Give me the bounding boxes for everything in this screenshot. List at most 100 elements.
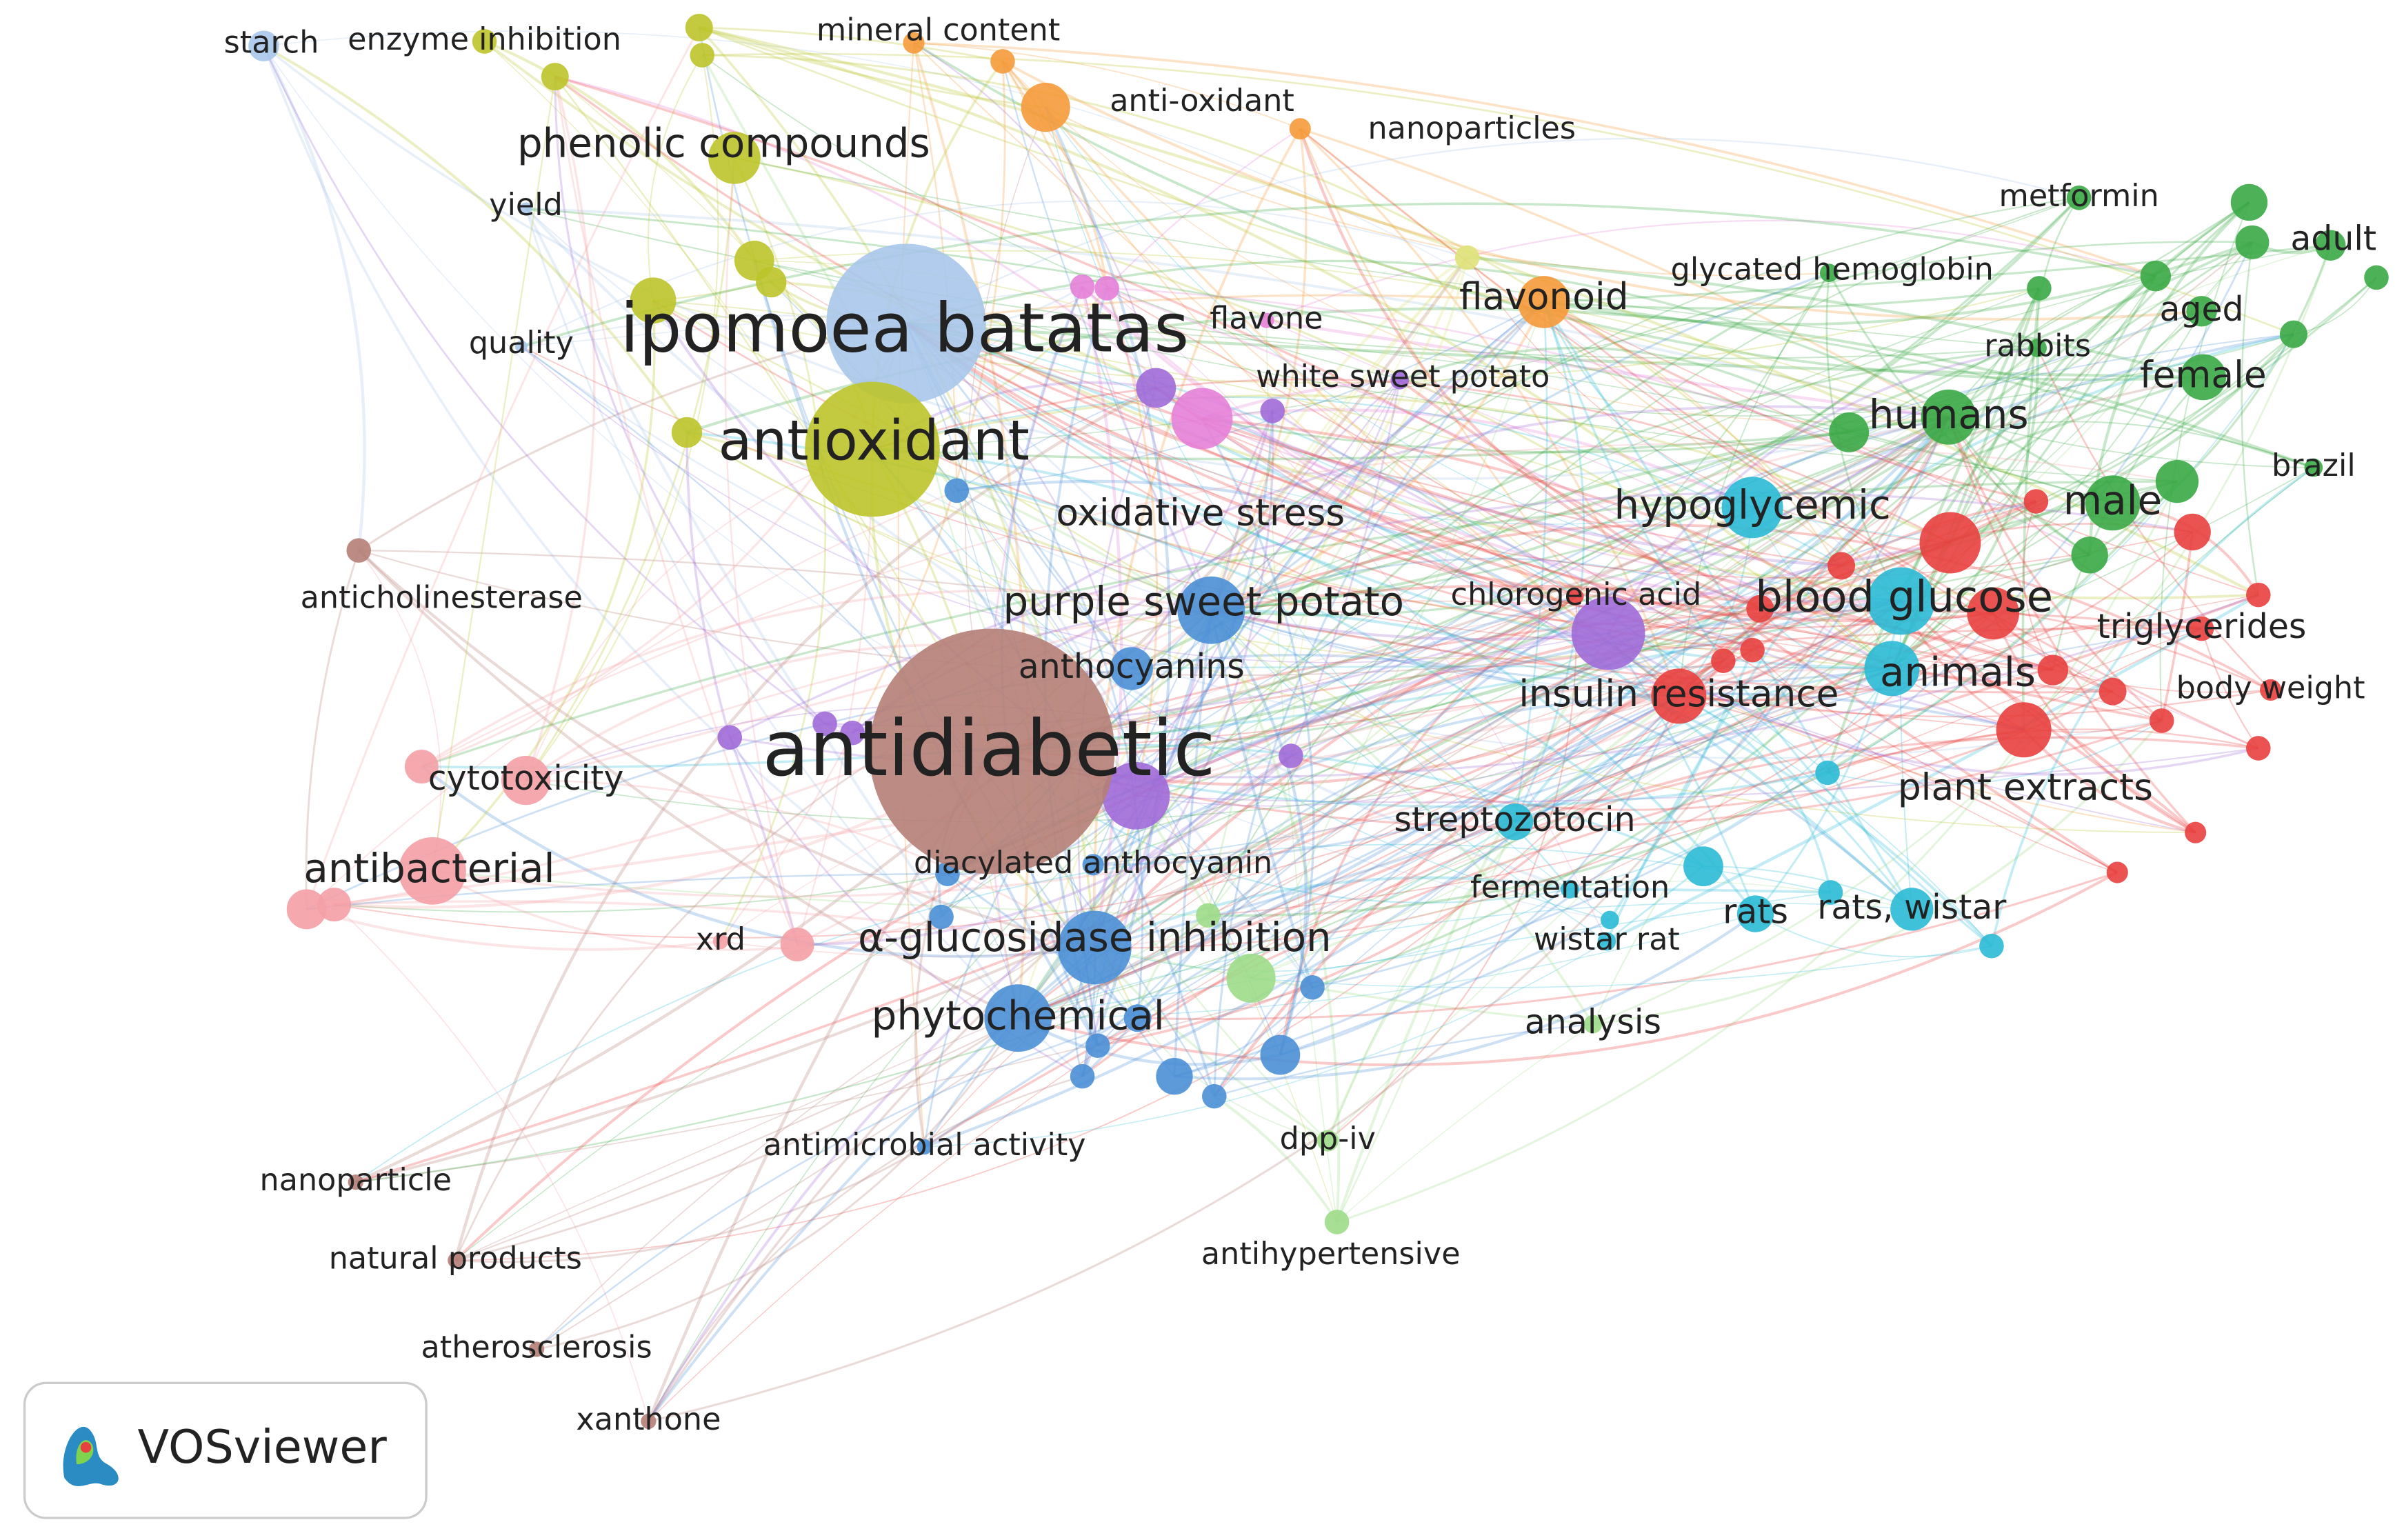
- edge: [1096, 500, 2036, 1047]
- edge: [1213, 301, 1545, 1097]
- node-dot: [2174, 513, 2211, 551]
- edge: [554, 75, 1203, 420]
- edge: [992, 197, 2080, 752]
- edge: [992, 416, 1950, 753]
- node-dot: [1202, 1083, 1227, 1109]
- edge: [1570, 888, 1831, 894]
- edge: [1608, 649, 1754, 921]
- edge: [357, 549, 1095, 949]
- node-dot: [1601, 910, 1619, 930]
- node-label: yield: [489, 188, 563, 223]
- edge: [1094, 946, 1594, 1026]
- edge: [1210, 609, 1341, 1223]
- edge: [1679, 695, 1992, 947]
- node-circle: [1864, 641, 1920, 697]
- node-label: rats: [1723, 892, 1788, 932]
- edge: [851, 405, 1949, 734]
- edge: [525, 609, 1212, 781]
- node-label: wistar rat: [1534, 922, 1680, 957]
- node-circle: [1177, 576, 1245, 644]
- node-dot: [286, 889, 327, 930]
- edge: [524, 208, 1019, 1019]
- edge: [913, 42, 1301, 130]
- edge: [334, 900, 1095, 949]
- edge: [701, 54, 2294, 417]
- node-circle: [248, 30, 279, 61]
- node-circle: [1082, 854, 1104, 876]
- node-circle: [346, 538, 372, 563]
- edge: [263, 44, 688, 434]
- node-label: oxidative stress: [1056, 491, 1345, 534]
- edge: [1210, 301, 1545, 612]
- node-label: male: [2063, 477, 2162, 523]
- node-dot: [1827, 552, 1856, 580]
- node-dot: [756, 266, 787, 298]
- edge: [525, 157, 736, 781]
- edge: [1017, 600, 1902, 1019]
- edge: [263, 46, 825, 725]
- edge: [1265, 219, 2156, 321]
- edge: [454, 1017, 1019, 1261]
- edge: [1251, 945, 1992, 988]
- edge: [685, 432, 731, 738]
- node-dot: [1300, 974, 1325, 1000]
- node-circle: [2260, 679, 2282, 701]
- node-circle: [2066, 186, 2092, 210]
- node-dot: [2140, 260, 2172, 292]
- edge: [702, 52, 2294, 335]
- node-circle: [1561, 880, 1579, 899]
- node-label: phytochemical: [872, 992, 1165, 1039]
- edge: [1570, 668, 1893, 890]
- node-label: antimicrobial activity: [763, 1128, 1086, 1163]
- node-circle: [2180, 354, 2227, 401]
- edge: [1210, 128, 1308, 611]
- node-circle: [448, 1252, 463, 1268]
- node-circle: [529, 1341, 545, 1357]
- edge: [454, 241, 2253, 1261]
- edge: [1543, 301, 1913, 910]
- edge: [2241, 242, 2259, 595]
- edge: [1678, 272, 1830, 697]
- edge: [355, 333, 2294, 1183]
- node-circle: [1890, 888, 1934, 931]
- edge: [905, 323, 1137, 796]
- edge: [1130, 415, 1949, 670]
- edge: [1201, 417, 2196, 834]
- node-dot: [2279, 320, 2307, 348]
- edge: [905, 323, 2113, 503]
- edge: [1092, 692, 2025, 866]
- edge: [1605, 416, 1950, 942]
- edge: [1092, 610, 1212, 866]
- edge: [1891, 348, 2039, 670]
- edge: [1106, 288, 2118, 873]
- node-dot: [1967, 587, 2019, 640]
- edge: [1399, 346, 1850, 434]
- node-dot: [2106, 861, 2128, 883]
- edge: [1210, 256, 1468, 611]
- node-circle: [1583, 1014, 1603, 1034]
- edge: [734, 157, 2038, 349]
- node-label: metformin: [1999, 179, 2159, 214]
- edge: [1327, 244, 2331, 1141]
- edge: [1210, 610, 1314, 988]
- edge: [1081, 286, 1212, 611]
- edge: [355, 659, 1724, 1183]
- edge: [956, 301, 1545, 492]
- node-dot: [690, 43, 715, 68]
- node-label: xanthone: [576, 1402, 721, 1437]
- edge: [1607, 288, 2041, 634]
- edge: [305, 550, 360, 910]
- edge: [1093, 594, 1577, 949]
- node-label: blood glucose: [1755, 571, 2053, 621]
- edge: [1211, 600, 2162, 721]
- node-dot: [2246, 736, 2271, 761]
- node-circle: [1021, 83, 1070, 132]
- edge: [1136, 695, 1679, 807]
- edge: [1210, 379, 1401, 611]
- edge: [905, 294, 1544, 325]
- edge: [648, 54, 703, 301]
- node-circle: [1736, 895, 1774, 932]
- edge: [1592, 245, 2332, 1026]
- node-dot: [1919, 512, 1981, 574]
- node-dot: [2235, 225, 2270, 259]
